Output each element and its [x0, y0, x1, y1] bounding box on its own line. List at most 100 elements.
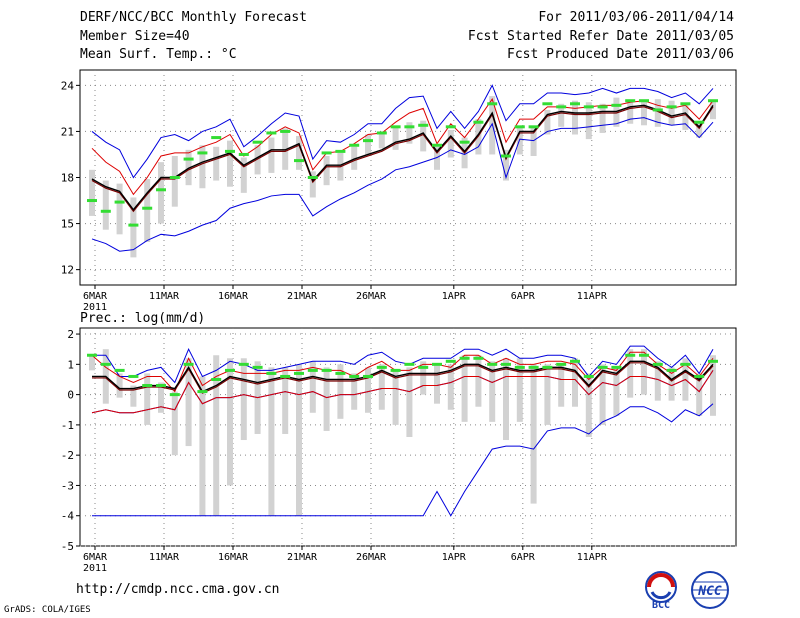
ncc-logo: NCC [686, 570, 734, 614]
ensemble-box [503, 358, 509, 441]
ensemble-mean-shadow [91, 106, 714, 213]
ensemble-box [365, 134, 371, 155]
source-url[interactable]: http://cmdp.ncc.cma.gov.cn [76, 582, 280, 597]
precipitation-panel-title: Prec.: log(mm/d) [80, 311, 205, 326]
control-marker [100, 209, 111, 213]
control-marker [225, 368, 235, 372]
control-marker [183, 157, 194, 161]
ensemble-box [434, 364, 440, 404]
ensemble-box [323, 367, 330, 431]
control-marker [528, 365, 539, 369]
ensemble-box [199, 145, 206, 189]
ensemble-box [668, 367, 675, 401]
ensemble-box [296, 364, 302, 516]
control-marker [128, 374, 139, 378]
ensemble-box [641, 100, 647, 126]
ensemble-mean-line [92, 360, 714, 393]
ensemble-box [710, 355, 716, 416]
ensemble-box [392, 370, 399, 425]
control-marker [418, 123, 429, 127]
ensemble-box [323, 156, 330, 186]
member-size: Member Size=40 [80, 29, 190, 44]
control-marker [183, 362, 194, 366]
control-marker [639, 99, 649, 103]
ensemble-box [599, 103, 606, 133]
ensemble-box [558, 364, 565, 407]
ensemble-box [116, 373, 123, 398]
ensemble-box [227, 358, 233, 486]
control-marker [142, 206, 153, 210]
control-marker [114, 368, 125, 372]
ensemble-box [268, 367, 275, 516]
ensemble-box [613, 97, 620, 127]
x-tick-label: 26MAR [356, 552, 387, 563]
lower-red-line [91, 370, 714, 414]
ensemble-box [130, 197, 137, 258]
ensemble-mean-line [91, 104, 714, 211]
ensemble-box [240, 358, 247, 441]
x-tick-label: 21MAR [287, 552, 318, 563]
x-tick-label: 26MAR [356, 291, 387, 302]
variable-label: Mean Surf. Temp.: °C [80, 47, 237, 62]
control-marker [266, 371, 277, 375]
control-marker [169, 176, 180, 179]
y-tick-label: 15 [61, 218, 74, 231]
ensemble-box [116, 183, 123, 235]
ensemble-box [158, 382, 164, 413]
x-tick-label: 16MAR [218, 291, 249, 302]
ensemble-box [627, 349, 634, 398]
ensemble-box [627, 100, 634, 124]
x-tick-label: 11APR [577, 291, 608, 302]
temperature-panel: 12 15 18 21 24 6MAR 11MAR 16MAR 21MAR 26MAR 1APR 6A… [61, 69, 737, 313]
control-marker [611, 103, 622, 107]
control-marker [583, 374, 594, 378]
x-tick-label: 11MAR [149, 291, 180, 302]
control-marker [128, 223, 139, 227]
control-marker [639, 353, 649, 357]
control-marker [432, 143, 442, 147]
control-marker [404, 362, 415, 366]
control-marker [570, 359, 580, 363]
upper-line [91, 98, 714, 196]
ensemble-box [447, 129, 454, 158]
control-marker [556, 362, 567, 366]
control-marker [390, 125, 401, 129]
ensemble-box [461, 355, 468, 422]
control-marker [694, 120, 705, 124]
control-marker [238, 362, 249, 366]
control-marker [514, 365, 525, 369]
control-marker [294, 371, 304, 375]
control-marker [652, 362, 663, 366]
y-tick-label: 2 [67, 328, 74, 341]
control-marker [583, 105, 594, 109]
control-marker [197, 151, 208, 155]
y-tick-label: -3 [61, 479, 74, 492]
ensemble-box [296, 136, 302, 170]
control-marker [156, 188, 166, 192]
control-marker [307, 368, 318, 372]
ensemble-box [599, 364, 606, 425]
ensemble-box [654, 361, 661, 401]
control-marker [211, 377, 222, 381]
ensemble-box [682, 103, 689, 130]
ensemble-box [475, 355, 482, 407]
ensemble-box [185, 149, 192, 186]
control-marker [459, 356, 470, 360]
control-marker [87, 353, 97, 357]
ensemble-box [378, 132, 385, 149]
control-marker [680, 362, 691, 366]
control-marker [335, 371, 346, 375]
x-tick-label: 6APR [511, 552, 536, 563]
ensemble-box [406, 122, 413, 144]
ensemble-box [185, 358, 192, 447]
control-marker [142, 384, 153, 388]
x-year-label: 2011 [83, 563, 107, 574]
bcc-logo-text: BCC [652, 600, 670, 610]
control-marker [652, 108, 663, 112]
ensemble-box [89, 355, 95, 371]
ensemble-box [668, 100, 675, 126]
ensemble-box [503, 149, 509, 181]
ensemble-box [309, 171, 316, 198]
ensemble-box [654, 99, 661, 127]
